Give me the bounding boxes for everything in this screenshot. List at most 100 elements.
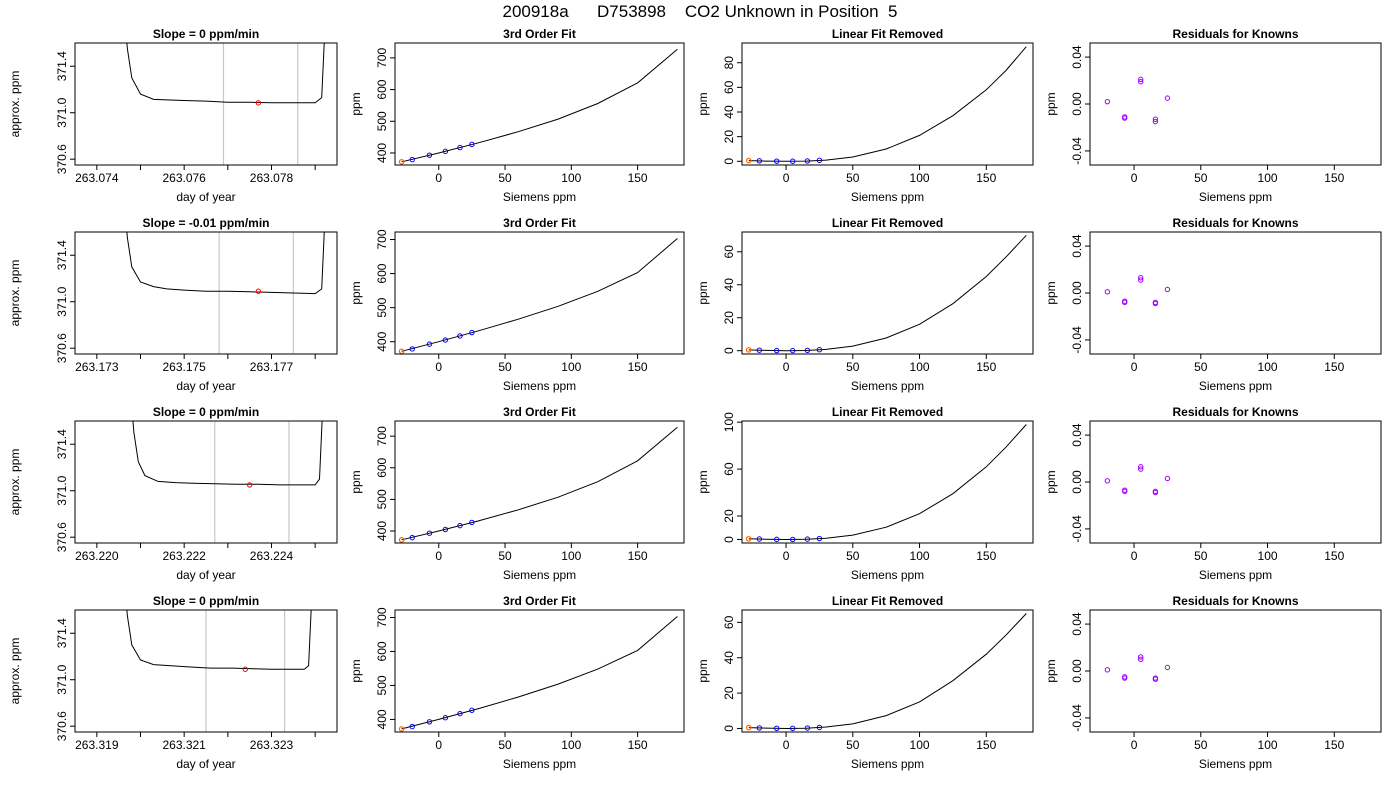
mean-marker: [255, 100, 262, 106]
data-point: [469, 519, 475, 526]
panel-title: Slope = -0.01 ppm/min: [142, 216, 269, 230]
y-tick-label: 0: [722, 347, 736, 354]
panel-title: Linear Fit Removed: [832, 27, 943, 41]
x-tick-label: 263.078: [250, 171, 294, 185]
data-point: [426, 341, 433, 347]
x-tick-label: 150: [976, 738, 996, 752]
y-tick-label: 371.4: [55, 51, 69, 81]
x-axis-label: day of year: [176, 757, 235, 771]
y-tick-label: 60: [722, 80, 736, 94]
page-title: 200918a D753898 CO2 Unknown in Position …: [502, 2, 898, 21]
plot-frame: [741, 231, 1034, 355]
x-tick-label: 0: [1131, 738, 1138, 752]
y-tick-label: 600: [375, 263, 389, 283]
mean-marker: [242, 666, 249, 672]
x-tick-label: 263.175: [162, 360, 206, 374]
data-point: [457, 333, 463, 339]
panel-raw-row2: 263.173 263.175 263.177 370.6 371.0 371.4 Slop…: [8, 216, 338, 393]
y-tick-label: 370.6: [55, 522, 69, 552]
panel-title: Slope = 0 ppm/min: [153, 405, 259, 419]
data-point: [1164, 286, 1171, 293]
plot-frame: [394, 231, 685, 355]
data-point: [1138, 76, 1144, 83]
data-point: [1164, 95, 1171, 101]
panel-title: 3rd Order Fit: [503, 594, 576, 608]
x-tick-label: 0: [435, 738, 442, 752]
data-point: [469, 141, 475, 148]
panel-title: Slope = 0 ppm/min: [153, 594, 259, 608]
x-axis-label: Siemens ppm: [851, 568, 924, 582]
panel-raw-row4: 263.319 263.321 263.323 370.6 371.0 371.4 Slop…: [8, 594, 338, 771]
y-tick-label: 0.00: [1070, 659, 1084, 683]
panel-title: 3rd Order Fit: [503, 27, 576, 41]
y-axis-label: ppm: [696, 281, 710, 304]
x-tick-label: 50: [498, 738, 512, 752]
y-tick-label: -0.04: [1070, 137, 1084, 165]
data-point: [790, 536, 796, 543]
x-tick-label: 0: [435, 549, 442, 563]
y-tick-label: 0.00: [1070, 92, 1084, 116]
fit-curve-line: [748, 234, 1027, 352]
data-point: [804, 158, 811, 164]
y-tick-label: 500: [375, 297, 389, 317]
y-tick-label: 400: [375, 331, 389, 351]
y-axis-label: ppm: [696, 659, 710, 682]
fit-curve-line: [748, 46, 1027, 162]
y-tick-label: 400: [375, 709, 389, 729]
panel-title: Slope = 0 ppm/min: [153, 27, 259, 41]
data-point: [774, 347, 780, 354]
y-tick-label: 500: [375, 489, 389, 509]
y-tick-label: 100: [722, 412, 736, 432]
unknown-point: [745, 157, 752, 164]
data-point: [457, 522, 463, 529]
y-tick-label: 40: [722, 278, 736, 292]
y-tick-label: 0.00: [1070, 470, 1084, 494]
plot-frame: [1089, 609, 1382, 733]
x-tick-label: 100: [1258, 738, 1278, 752]
x-tick-label: 150: [976, 549, 996, 563]
y-tick-label: 20: [722, 509, 736, 523]
x-tick-label: 100: [561, 360, 581, 374]
x-tick-label: 263.323: [250, 738, 294, 752]
panel-fit-row2: 0 50 100 150 400 500 600 700 3rd Order Fit Siemen…: [349, 216, 685, 393]
plot-frame: [394, 609, 685, 733]
x-tick-label: 50: [846, 171, 860, 185]
fit-curve-line: [748, 424, 1027, 541]
y-axis-label: ppm: [1044, 659, 1058, 682]
y-tick-label: 0.04: [1070, 234, 1084, 258]
data-point: [1164, 475, 1171, 482]
x-tick-label: 100: [561, 549, 581, 563]
x-tick-label: 100: [1258, 360, 1278, 374]
y-tick-label: 600: [375, 457, 389, 477]
y-tick-label: 60: [722, 615, 736, 629]
x-tick-label: 0: [1131, 360, 1138, 374]
unknown-point: [398, 726, 405, 732]
data-point: [1152, 118, 1159, 125]
data-point: [790, 725, 796, 732]
data-point: [790, 158, 796, 164]
panel-title: Linear Fit Removed: [832, 405, 943, 419]
x-tick-label: 50: [498, 549, 512, 563]
data-point: [1138, 464, 1144, 470]
data-point: [426, 152, 433, 158]
plot-frame: [394, 42, 685, 166]
panel-linear_removed-row2: 0 50 100 150 0 20 40 60 Linear Fit Removed Siemen…: [696, 216, 1034, 393]
plot-frame: [741, 609, 1034, 733]
plot-frame: [74, 231, 338, 355]
panel-title: Residuals for Knowns: [1172, 216, 1298, 230]
y-tick-label: 80: [722, 56, 736, 70]
y-tick-label: 371.4: [55, 429, 69, 459]
plot-frame: [741, 420, 1034, 544]
unknown-point: [398, 537, 405, 543]
x-tick-label: 50: [1194, 738, 1208, 752]
x-tick-label: 50: [846, 549, 860, 563]
data-point: [1152, 675, 1159, 681]
y-tick-label: 0.04: [1070, 423, 1084, 447]
x-tick-label: 50: [846, 360, 860, 374]
y-tick-label: 371.0: [55, 664, 69, 694]
x-tick-label: 150: [1324, 549, 1344, 563]
x-tick-label: 150: [628, 360, 648, 374]
y-axis-label: ppm: [349, 92, 363, 115]
data-point: [774, 158, 780, 164]
